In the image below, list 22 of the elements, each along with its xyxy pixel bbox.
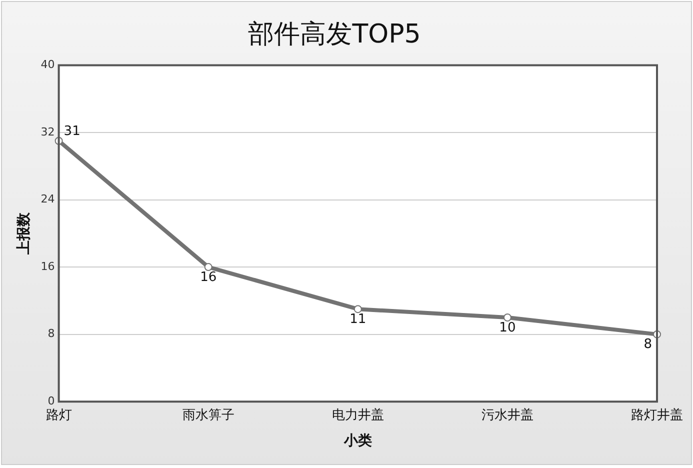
point [503, 314, 512, 322]
y-tick-label: 16 [40, 260, 55, 273]
y-tick-label: 32 [40, 125, 55, 138]
y-tick-label: 8 [48, 327, 55, 340]
data-label: 31 [64, 124, 80, 139]
x-tick-label: 路灯 [46, 408, 72, 423]
x-axis-title: 小类 [342, 433, 372, 450]
y-axis-title: 上报数 [16, 211, 32, 256]
y-tick-label: 24 [40, 192, 55, 206]
chart-title: 部件高发TOP5 [248, 19, 421, 50]
x-tick-label: 污水井盖 [481, 406, 534, 423]
point [204, 263, 212, 272]
data-label: 8 [644, 337, 652, 352]
y-tick-label: 0 [48, 394, 55, 408]
data-label: 11 [350, 312, 366, 327]
x-tick-label: 电力井盖 [332, 406, 384, 423]
x-tick-label: 路灯井盖 [631, 406, 683, 423]
point [354, 305, 362, 314]
data-label: 16 [200, 270, 217, 285]
data-label: 10 [499, 320, 516, 336]
x-tick-label: 雨水箅子 [182, 408, 234, 423]
y-tick-label: 40 [40, 58, 55, 72]
